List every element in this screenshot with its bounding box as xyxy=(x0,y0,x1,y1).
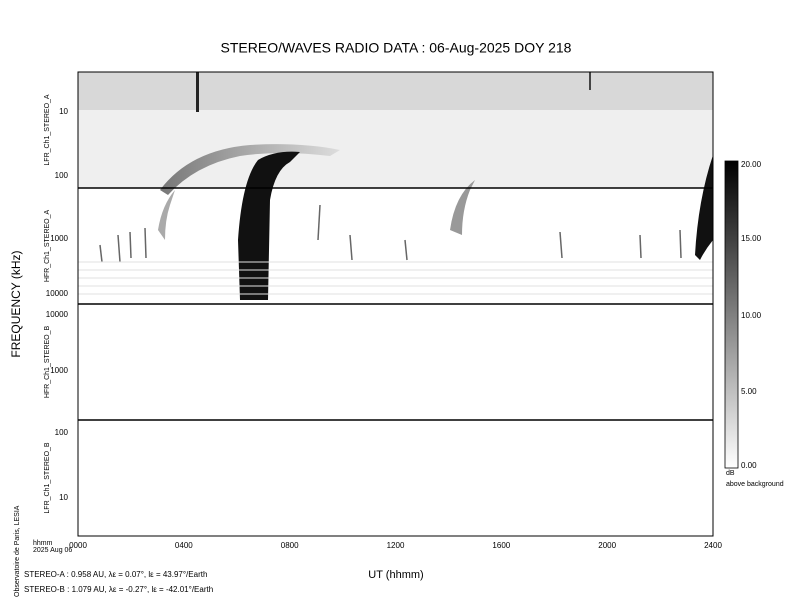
x-tick-label: 0800 xyxy=(281,541,299,550)
x-unit-label: hhmm xyxy=(33,540,53,547)
type-iii-bursts xyxy=(99,204,682,263)
x-tick-label: 1200 xyxy=(387,541,405,550)
hfr-stripes xyxy=(78,261,713,295)
spectrogram xyxy=(77,71,714,537)
y-tick-label: 1000 xyxy=(50,366,68,375)
colorbar-tick-label: 5.00 xyxy=(741,387,757,396)
y-tick-label: 1000 xyxy=(50,234,68,243)
x-tick-label: 1600 xyxy=(492,541,510,550)
x-tick-label: 2000 xyxy=(598,541,616,550)
colorbar xyxy=(724,160,739,469)
y-tick-label: 10 xyxy=(59,493,68,502)
y-tick-label: 100 xyxy=(55,428,69,437)
colorbar-ticks: 20.00 15.00 10.00 5.00 0.00 xyxy=(741,160,762,470)
y-tick-label: 100 xyxy=(55,171,69,180)
y-tick-label: 10000 xyxy=(46,310,69,319)
burst xyxy=(450,180,475,235)
y-tick-label: 10 xyxy=(59,107,68,116)
panel-label: HFR_Ch1_STEREO_A xyxy=(44,209,51,282)
date-label: 2025 Aug 06 xyxy=(33,547,72,554)
colorbar-tick-label: 15.00 xyxy=(741,234,762,243)
burst xyxy=(158,190,175,240)
noise-band xyxy=(78,72,713,110)
credit: Observatoire de Paris, LESIA xyxy=(14,505,21,597)
burst xyxy=(695,155,713,260)
x-tick-labels: 0000 0400 0800 1200 1600 2000 2400 xyxy=(69,541,722,550)
y-tick-labels: 10 100 1000 10000 10000 1000 100 10 xyxy=(46,107,69,502)
x-tick-label: 0400 xyxy=(175,541,193,550)
footer-line: STEREO-B : 1.079 AU, λε = -0.27°, lε = -… xyxy=(24,585,213,594)
spike xyxy=(196,72,199,112)
y-axis-label: FREQUENCY (kHz) xyxy=(9,250,23,357)
panel-label: LFR_Ch1_STEREO_B xyxy=(44,442,51,514)
colorbar-caption: above background xyxy=(726,481,784,488)
colorbar-tick-label: 0.00 xyxy=(741,461,757,470)
colorbar-tick-label: 20.00 xyxy=(741,160,762,169)
panel-label: HFR_Ch1_STEREO_B xyxy=(44,325,51,398)
x-axis-label: UT (hhmm) xyxy=(368,569,423,581)
spike xyxy=(589,72,591,90)
x-tick-label: 0000 xyxy=(69,541,87,550)
burst-arc xyxy=(160,144,340,195)
panel-dividers xyxy=(78,187,713,421)
panel-label: LFR_Ch1_STEREO_A xyxy=(44,94,51,166)
x-tick-label: 2400 xyxy=(704,541,722,550)
colorbar-unit: dB xyxy=(726,470,735,477)
colorbar-tick-label: 10.00 xyxy=(741,311,762,320)
title: STEREO/WAVES RADIO DATA : 06-Aug-2025 DO… xyxy=(221,40,572,56)
footer-line: STEREO-A : 0.958 AU, λε = 0.07°, lε = 43… xyxy=(24,570,207,579)
y-tick-label: 10000 xyxy=(46,289,69,298)
